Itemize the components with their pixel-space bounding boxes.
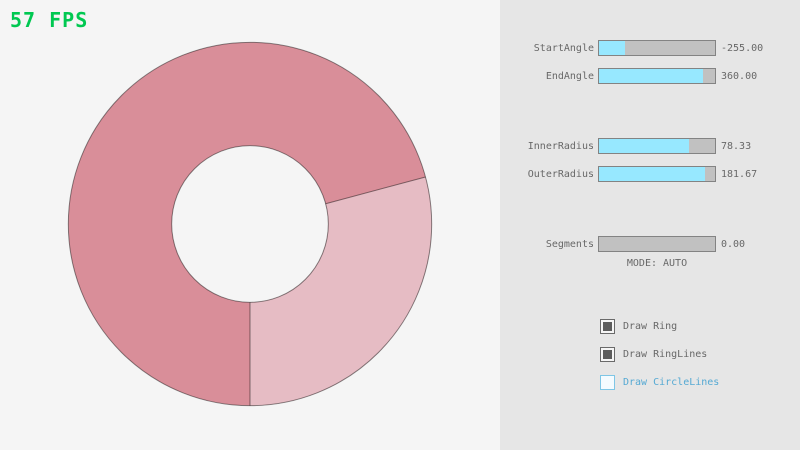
checkbox-draw-ringlines-label: Draw RingLines	[623, 348, 708, 360]
start-angle-slider[interactable]	[598, 40, 716, 56]
outer-radius-label: OuterRadius	[527, 168, 594, 180]
checkbox-draw-ringlines[interactable]: Draw RingLines	[600, 346, 707, 362]
slider-row-segments: Segments 0.00	[500, 236, 800, 252]
end-angle-label: EndAngle	[545, 70, 594, 82]
checkbox-icon	[600, 374, 615, 390]
end-angle-value: 360.00	[721, 70, 758, 82]
segments-value: 0.00	[721, 238, 746, 250]
checkbox-draw-ring-label: Draw Ring	[623, 320, 678, 332]
outer-radius-slider[interactable]	[598, 166, 716, 182]
inner-radius-label: InnerRadius	[527, 140, 594, 152]
checkbox-icon	[600, 346, 615, 362]
slider-row-outer-radius: OuterRadius 181.67	[500, 166, 800, 182]
slider-row-end-angle: EndAngle 360.00	[500, 68, 800, 84]
inner-radius-slider-fill	[599, 139, 690, 153]
start-angle-label: StartAngle	[533, 42, 594, 54]
inner-radius-value: 78.33	[721, 140, 752, 152]
end-angle-slider-fill	[599, 69, 704, 83]
ring-donut-chart	[67, 41, 433, 407]
slider-row-start-angle: StartAngle -255.00	[500, 40, 800, 56]
fps-counter: 57 FPS	[10, 8, 89, 32]
outer-radius-slider-fill	[599, 167, 705, 181]
checkbox-draw-circlelines[interactable]: Draw CircleLines	[600, 374, 719, 390]
segments-mode-label: MODE: AUTO	[626, 258, 688, 269]
end-angle-slider[interactable]	[598, 68, 716, 84]
segments-label: Segments	[545, 238, 594, 250]
checkbox-icon	[600, 318, 615, 334]
checkbox-draw-circlelines-label: Draw CircleLines	[623, 376, 720, 388]
checkbox-draw-ring[interactable]: Draw Ring	[600, 318, 677, 334]
start-angle-slider-fill	[599, 41, 625, 55]
segments-slider[interactable]	[598, 236, 716, 252]
inner-radius-slider[interactable]	[598, 138, 716, 154]
slider-row-inner-radius: InnerRadius 78.33	[500, 138, 800, 154]
start-angle-value: -255.00	[721, 42, 764, 54]
outer-radius-value: 181.67	[721, 168, 758, 180]
controls-panel: StartAngle -255.00 EndAngle 360.00 Inner…	[500, 0, 800, 450]
